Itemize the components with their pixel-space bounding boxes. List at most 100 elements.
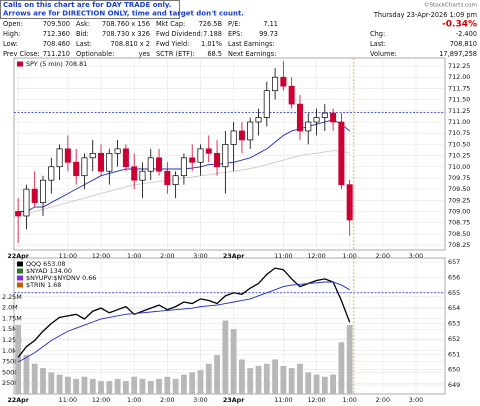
candle-body [238, 130, 245, 141]
y-tick-label: 709.00 [448, 208, 470, 216]
quote-value: 726.5B [199, 20, 223, 28]
legend-entry: $TRIN 1.68 [26, 281, 61, 289]
volume-bar [288, 368, 295, 394]
y-tick-label: 708.25 [448, 241, 470, 249]
volume-bar [73, 378, 80, 394]
quote-label: Bid: [76, 30, 89, 38]
volume-bar [247, 368, 254, 394]
quote-label: Fwd Yield: [156, 40, 189, 48]
x-tick-label: 22Apr [7, 396, 29, 404]
candle-body [122, 148, 129, 168]
y-tick-label: 711.25 [448, 107, 470, 115]
y-tick-label: 708.50 [448, 230, 470, 238]
x-tick-label: 22Apr [7, 252, 29, 260]
y-tick-label: 2.0M [2, 304, 18, 312]
notice-line: Calls on this chart are for DAY TRADE on… [3, 1, 171, 9]
candle-body [23, 188, 30, 217]
candle-body [255, 117, 262, 123]
y-tick-label: 1.75M [2, 314, 22, 322]
y-tick-label: 657 [448, 258, 460, 266]
volume-bar [297, 363, 303, 394]
quote-label: Last: [76, 40, 92, 48]
x-tick-label: 11:00 [274, 252, 292, 260]
y-tick-label: 710.00 [448, 163, 470, 171]
candle-body [280, 76, 287, 87]
quote-label: Volume: [370, 50, 397, 58]
legend-entry: $NYAD 134.00 [26, 267, 72, 275]
legend-entry: SPY (5 min) 708.81 [26, 60, 87, 68]
candle-body [214, 152, 221, 168]
candle-body [247, 121, 254, 141]
candle-body [31, 188, 38, 203]
candle-body [106, 152, 113, 172]
candle-body [272, 76, 279, 92]
candle-body [172, 175, 179, 186]
x-tick-label: 12:00 [307, 252, 325, 260]
y-tick-label: 709.75 [448, 174, 470, 182]
volume-bar [189, 372, 196, 394]
quote-label: Mkt Cap: [156, 20, 185, 28]
candle-body [15, 211, 22, 217]
candle-body [338, 121, 345, 186]
quote-value: 68.5 [207, 50, 222, 58]
x-tick-label: 1:00 [343, 252, 357, 260]
volume-bar [181, 374, 187, 394]
volume-bar [330, 374, 337, 394]
quote-value: 99.73 [259, 30, 278, 38]
volume-bar [214, 355, 220, 394]
quote-value: 1.01% [201, 40, 222, 48]
quote-value: 708.730 x 326 [102, 30, 150, 38]
volume-bar [40, 368, 46, 394]
x-tick-label: 11:00 [59, 252, 77, 260]
candle-body [330, 112, 337, 123]
x-tick-label: 3:00 [193, 252, 207, 260]
legend-swatch [17, 261, 23, 267]
quote-value: 708.810 [450, 40, 477, 48]
candle-body [73, 161, 80, 177]
x-tick-label: 2:00 [376, 396, 390, 404]
volume-bar [147, 381, 154, 394]
quote-label: Last Earnings: [228, 40, 275, 48]
volume-bar [338, 342, 345, 394]
quote-value: 708.460 [43, 40, 70, 48]
y-tick-label: 653 [448, 320, 460, 328]
volume-bar [239, 359, 245, 394]
candle-body [164, 170, 171, 186]
x-tick-label: 12:00 [307, 396, 325, 404]
quote-value: 17,897,258 [439, 50, 477, 58]
volume-bar [255, 365, 262, 394]
candle-body [189, 157, 196, 163]
quote-label: SCTR (ETF): [156, 50, 195, 58]
x-tick-label: 1:00 [343, 396, 357, 404]
candle-body [313, 117, 320, 123]
volume-bar [98, 381, 104, 394]
x-tick-label: 12:00 [92, 252, 110, 260]
x-tick-label: 2:00 [160, 252, 174, 260]
y-tick-label: 651 [448, 350, 460, 358]
quote-value: -0.34% [442, 20, 477, 30]
volume-bar [164, 376, 171, 394]
y-tick-label: 709.50 [448, 185, 470, 193]
y-tick-label: 712.00 [448, 73, 470, 81]
volume-bar [272, 359, 278, 394]
legend-swatch [17, 61, 23, 67]
volume-bar [89, 378, 96, 394]
watermark: ©StockCharts.com [424, 2, 477, 9]
lower-panel [13, 257, 446, 395]
candle-body [263, 90, 270, 118]
notice-box [0, 0, 180, 19]
candle-body [40, 179, 47, 203]
y-tick-label: 1.0M [2, 347, 18, 355]
notice-line: Arrows are for DIRECTION ONLY, time and … [3, 10, 244, 18]
quote-label: Next Earnings: [228, 50, 276, 58]
y-tick-label: 656 [448, 273, 460, 281]
line-series [17, 281, 350, 363]
volume-bar [56, 374, 63, 394]
y-tick-label: 712.25 [448, 62, 470, 70]
y-tick-label: 708.75 [448, 219, 470, 227]
y-tick-label: 652 [448, 335, 460, 343]
x-tick-label: 11:00 [59, 396, 77, 404]
legend-entry: QQQ 653.08 [26, 260, 65, 268]
volume-bar [15, 324, 22, 394]
